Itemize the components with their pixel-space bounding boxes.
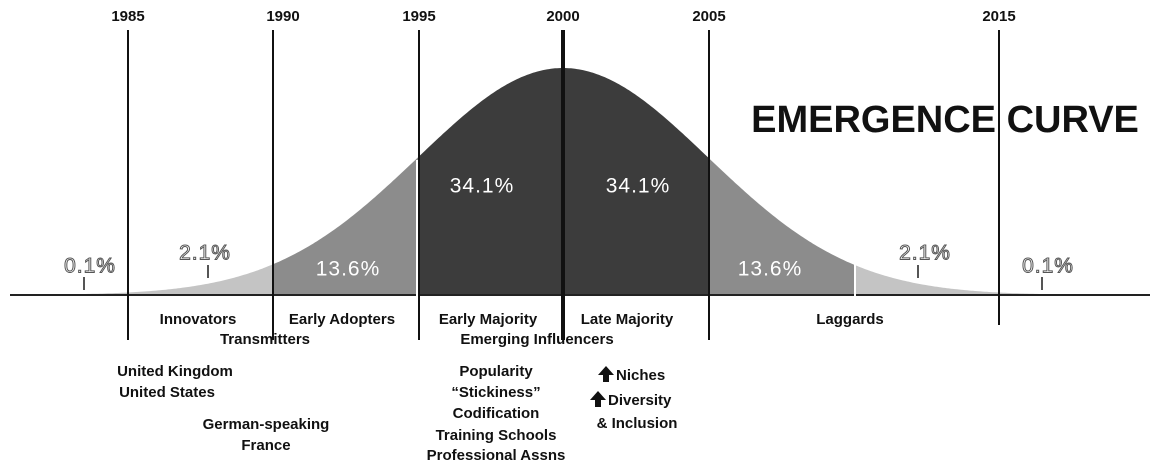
white-dividers xyxy=(416,160,856,300)
role: Transmitters xyxy=(220,331,310,348)
up-arrow xyxy=(590,391,606,407)
pointer-ticks xyxy=(83,265,1043,290)
role: Emerging Influencers xyxy=(460,331,613,348)
percentage: 13.6% xyxy=(738,258,803,281)
trend: Niches xyxy=(616,367,665,384)
country: German-speaking xyxy=(203,416,330,433)
year: 2015 xyxy=(982,8,1015,25)
attribute: “Stickiness” xyxy=(451,384,540,401)
curve-region xyxy=(855,265,1150,295)
percentage: 13.6% xyxy=(316,258,381,281)
stage: Early Adopters xyxy=(289,311,395,328)
attribute: Popularity xyxy=(459,363,533,380)
curve-region xyxy=(709,158,855,295)
country: United Kingdom xyxy=(117,363,233,380)
up-arrow xyxy=(598,366,614,382)
year: 2000 xyxy=(546,8,579,25)
stage: Early Majority xyxy=(439,311,538,328)
percentage: 2.1% xyxy=(179,242,231,265)
attribute: Training Schools xyxy=(436,427,557,444)
stage: Late Majority xyxy=(581,311,674,328)
trend: & Inclusion xyxy=(597,415,678,432)
percentage: 34.1% xyxy=(450,175,515,198)
curve-region xyxy=(10,264,273,295)
percentage: 2.1% xyxy=(899,242,951,265)
trend: Diversity xyxy=(608,392,672,409)
year: 1995 xyxy=(402,8,435,25)
percentage: 0.1% xyxy=(1022,255,1074,278)
year: 2005 xyxy=(692,8,725,25)
attribute: Codification xyxy=(453,405,540,422)
country: United States xyxy=(119,384,215,401)
year: 1985 xyxy=(111,8,144,25)
country: France xyxy=(241,437,290,454)
stage: Innovators xyxy=(160,311,237,328)
stage: Laggards xyxy=(816,311,884,328)
percentage: 0.1% xyxy=(64,255,116,278)
percentage: 34.1% xyxy=(606,175,671,198)
attribute: Professional Assns xyxy=(427,447,566,464)
curve-region xyxy=(273,156,419,295)
year-lines xyxy=(127,30,1000,340)
title: EMERGENCE CURVE xyxy=(751,99,1139,141)
year: 1990 xyxy=(266,8,299,25)
